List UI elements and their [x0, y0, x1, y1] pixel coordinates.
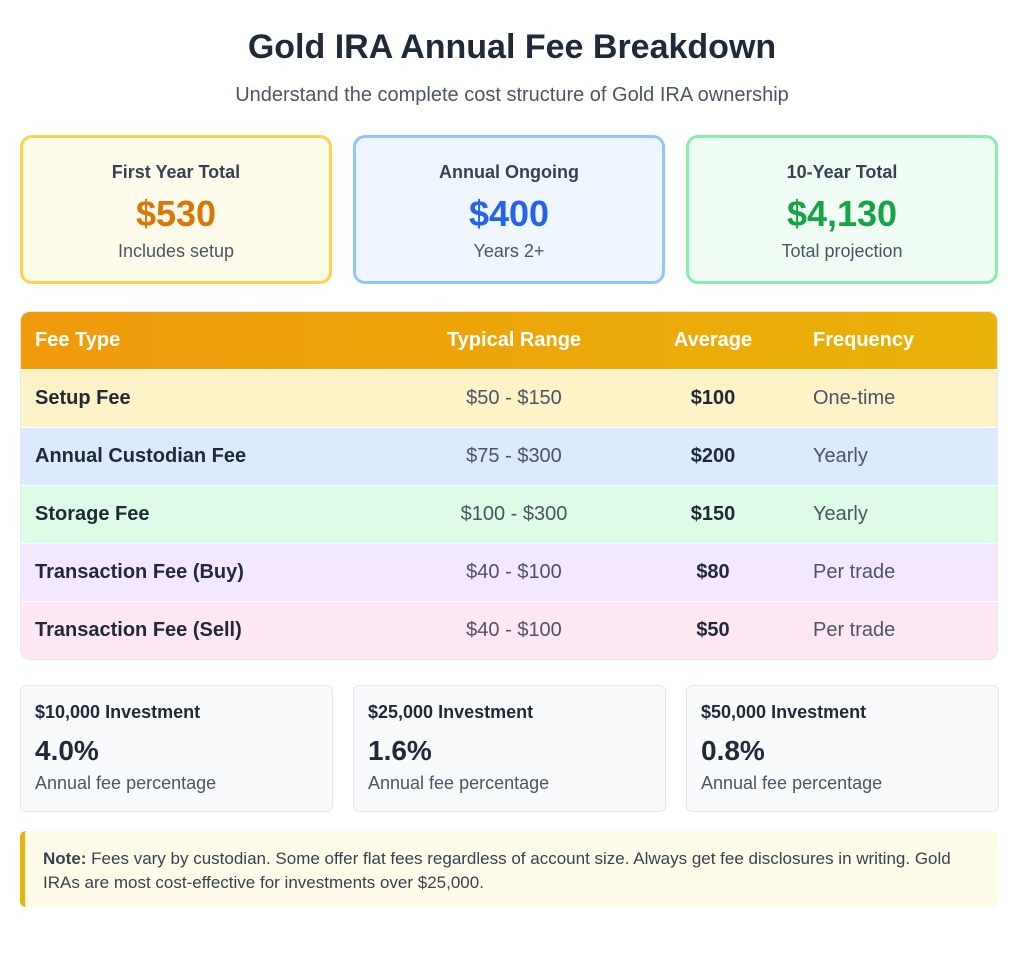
fee-type: Annual Custodian Fee [35, 445, 247, 467]
card-value: $530 [135, 193, 217, 234]
table-row: Annual Custodian Fee $75 - $300 $200 Yearly [21, 427, 997, 485]
card-value: $4,130 [786, 193, 898, 234]
average: $100 [690, 387, 736, 409]
investment-card: $25,000 Investment 1.6% Annual fee percent… [353, 685, 666, 812]
fee-type: Transaction Fee (Sell) [35, 619, 242, 641]
frequency: Per trade [813, 619, 896, 641]
investment-subtext: Annual fee percentage [701, 773, 883, 793]
card-value: $400 [468, 193, 550, 234]
card-label: 10-Year Total [786, 162, 898, 182]
frequency: Yearly [813, 445, 868, 467]
note-label: Note: [43, 849, 87, 868]
typical-range: $50 - $150 [466, 387, 562, 409]
fee-percentage: 1.6% [368, 735, 432, 766]
typical-range: $40 - $100 [466, 561, 562, 583]
note-box: Note: Fees vary by custodian. Some offer… [20, 831, 998, 907]
page-title: Gold IRA Annual Fee Breakdown [247, 28, 777, 66]
fee-table: Fee Type Typical Range Average Frequency… [20, 311, 998, 660]
typical-range: $100 - $300 [460, 503, 568, 525]
card-label: First Year Total [111, 162, 241, 182]
average: $50 [696, 619, 730, 641]
table-row: Setup Fee $50 - $150 $100 One-time [21, 369, 997, 427]
average: $80 [696, 561, 730, 583]
page-subtitle: Understand the complete cost structure o… [235, 84, 789, 106]
card-label: Annual Ongoing [439, 162, 579, 182]
summary-card: 10-Year Total $4,130 Total projection [686, 135, 998, 284]
frequency: One-time [813, 387, 896, 409]
fee-type: Transaction Fee (Buy) [35, 561, 244, 583]
investment-card: $50,000 Investment 0.8% Annual fee percent… [686, 685, 999, 812]
column-header: Typical Range [446, 329, 582, 351]
investment-card: $10,000 Investment 4.0% Annual fee percent… [20, 685, 333, 812]
fee-percentage: 0.8% [701, 735, 765, 766]
card-subtext: Includes setup [117, 241, 235, 261]
column-header: Frequency [813, 329, 915, 351]
card-subtext: Total projection [781, 241, 903, 261]
note-text: Fees vary by custodian. Some offer flat … [43, 849, 951, 892]
investment-label: $50,000 Investment [701, 702, 867, 722]
investment-subtext: Annual fee percentage [35, 773, 217, 793]
fee-type: Setup Fee [35, 387, 131, 409]
table-row: Transaction Fee (Sell) $40 - $100 $50 Per t… [21, 601, 997, 659]
table-row: Storage Fee $100 - $300 $150 Yearly [21, 485, 997, 543]
table-row: Transaction Fee (Buy) $40 - $100 $80 Per tr… [21, 543, 997, 601]
investment-label: $10,000 Investment [35, 702, 201, 722]
fee-type: Storage Fee [35, 503, 150, 525]
average: $150 [690, 503, 736, 525]
investment-subtext: Annual fee percentage [368, 773, 550, 793]
column-header: Average [673, 329, 753, 351]
frequency: Per trade [813, 561, 896, 583]
summary-card: First Year Total $530 Includes setup [20, 135, 332, 284]
fee-percentage: 4.0% [35, 735, 99, 766]
typical-range: $75 - $300 [466, 445, 562, 467]
card-subtext: Years 2+ [473, 241, 545, 261]
summary-card: Annual Ongoing $400 Years 2+ [353, 135, 665, 284]
column-header: Fee Type [35, 329, 121, 351]
average: $200 [690, 445, 736, 467]
investment-label: $25,000 Investment [368, 702, 534, 722]
typical-range: $40 - $100 [466, 619, 562, 641]
table-header: Fee Type Typical Range Average Frequency [21, 312, 997, 369]
frequency: Yearly [813, 503, 868, 525]
